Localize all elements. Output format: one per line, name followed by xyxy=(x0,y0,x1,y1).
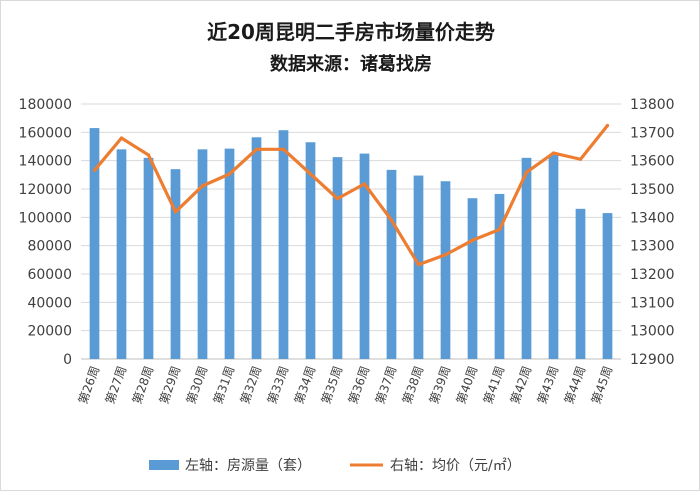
legend-bar-swatch xyxy=(149,460,179,470)
bar xyxy=(467,198,478,359)
left-tick-label: 0 xyxy=(63,352,72,368)
left-tick-label: 120000 xyxy=(19,182,72,198)
bar xyxy=(413,175,424,359)
right-tick-label: 13600 xyxy=(630,154,675,170)
bar xyxy=(386,169,397,359)
x-tick-label: 第28周 xyxy=(130,364,157,406)
x-tick-label: 第31周 xyxy=(211,364,238,406)
line-point xyxy=(578,157,583,161)
x-tick-label: 第44周 xyxy=(562,364,589,406)
x-tick-label: 第40周 xyxy=(454,364,481,406)
x-tick-label: 第45周 xyxy=(589,364,616,406)
left-tick-label: 40000 xyxy=(27,295,72,311)
bar xyxy=(224,148,235,359)
x-tick-label: 第36周 xyxy=(346,364,373,406)
x-tick-label: 第33周 xyxy=(265,364,292,406)
line-point xyxy=(173,210,178,214)
price-line xyxy=(92,123,610,267)
right-tick-label: 13300 xyxy=(630,239,675,255)
bar xyxy=(170,169,181,359)
bar xyxy=(575,208,586,359)
gridlines xyxy=(81,103,621,360)
legend-bar-label: 左轴：房源量（套） xyxy=(185,458,311,474)
line-point xyxy=(308,172,313,176)
x-tick-label: 第42周 xyxy=(508,364,535,406)
line-point xyxy=(389,218,394,222)
line-point xyxy=(524,170,529,174)
x-tick-label: 第35周 xyxy=(319,364,346,406)
x-tick-label: 第26周 xyxy=(76,364,103,406)
bar xyxy=(197,149,208,359)
bar xyxy=(143,157,154,359)
left-tick-label: 100000 xyxy=(19,210,72,226)
line-point xyxy=(92,168,97,172)
chart-subtitle: 数据来源：诸葛找房 xyxy=(270,53,432,75)
line-point xyxy=(254,147,259,151)
right-axis: 12900 13000 13100 13200 13300 13400 13500 13600… xyxy=(630,97,675,368)
line-point xyxy=(416,263,421,267)
bar xyxy=(305,142,316,359)
x-tick-label: 第43周 xyxy=(535,364,562,406)
line-point xyxy=(470,238,475,242)
x-tick-label: 第41周 xyxy=(481,364,508,406)
line-point xyxy=(443,253,448,257)
bar xyxy=(89,128,100,359)
bar xyxy=(602,213,613,359)
line-point xyxy=(605,123,610,128)
x-tick-label: 第30周 xyxy=(184,364,211,406)
right-tick-label: 13000 xyxy=(630,324,675,340)
line-point xyxy=(281,147,286,151)
legend-line-label: 右轴：均价（元/㎡） xyxy=(390,458,521,474)
bar xyxy=(521,157,532,359)
left-axis: 0 20000 40000 60000 80000 100000 120000 140000 1… xyxy=(19,97,72,368)
left-tick-label: 160000 xyxy=(19,125,72,141)
bar xyxy=(359,153,370,359)
x-tick-label: 第39周 xyxy=(427,364,454,406)
x-tick-label: 第38周 xyxy=(400,364,427,406)
chart-title: 近20周昆明二手房市场量价走势 xyxy=(207,20,495,44)
line-point xyxy=(551,151,556,155)
left-tick-label: 140000 xyxy=(19,154,72,170)
bar xyxy=(332,157,343,359)
x-tick-label: 第29周 xyxy=(157,364,184,406)
line-point xyxy=(497,227,502,232)
line-point xyxy=(335,197,340,201)
bar-series xyxy=(89,128,613,359)
x-axis: 第26周 第27周 第28周 第29周 第30周 第31周 第32周 第33周 第34周 第35周… xyxy=(76,364,616,406)
right-tick-label: 13100 xyxy=(630,295,675,311)
left-tick-label: 180000 xyxy=(19,97,72,113)
right-tick-label: 13400 xyxy=(630,210,675,226)
bar xyxy=(116,149,127,359)
right-tick-label: 12900 xyxy=(630,352,675,368)
x-tick-label: 第32周 xyxy=(238,364,265,406)
bar xyxy=(548,155,559,359)
right-tick-label: 13700 xyxy=(630,125,675,141)
bar xyxy=(440,181,451,359)
x-tick-label: 第37周 xyxy=(373,364,400,406)
line-series xyxy=(92,123,610,267)
bar xyxy=(494,193,505,359)
line-point xyxy=(146,153,151,157)
left-tick-label: 60000 xyxy=(27,267,72,283)
bar xyxy=(251,137,262,359)
left-tick-label: 20000 xyxy=(27,324,72,340)
line-point xyxy=(200,184,205,188)
x-tick-label: 第27周 xyxy=(103,364,130,406)
line-point xyxy=(119,136,124,140)
bar xyxy=(278,130,289,359)
x-tick-label: 第34周 xyxy=(292,364,319,406)
line-point xyxy=(227,172,232,176)
right-tick-label: 13500 xyxy=(630,182,675,198)
left-tick-label: 80000 xyxy=(27,239,72,255)
line-point xyxy=(362,182,367,186)
right-tick-label: 13800 xyxy=(630,97,675,113)
right-tick-label: 13200 xyxy=(630,267,675,283)
legend: 左轴：房源量（套） 右轴：均价（元/㎡） xyxy=(149,458,521,474)
